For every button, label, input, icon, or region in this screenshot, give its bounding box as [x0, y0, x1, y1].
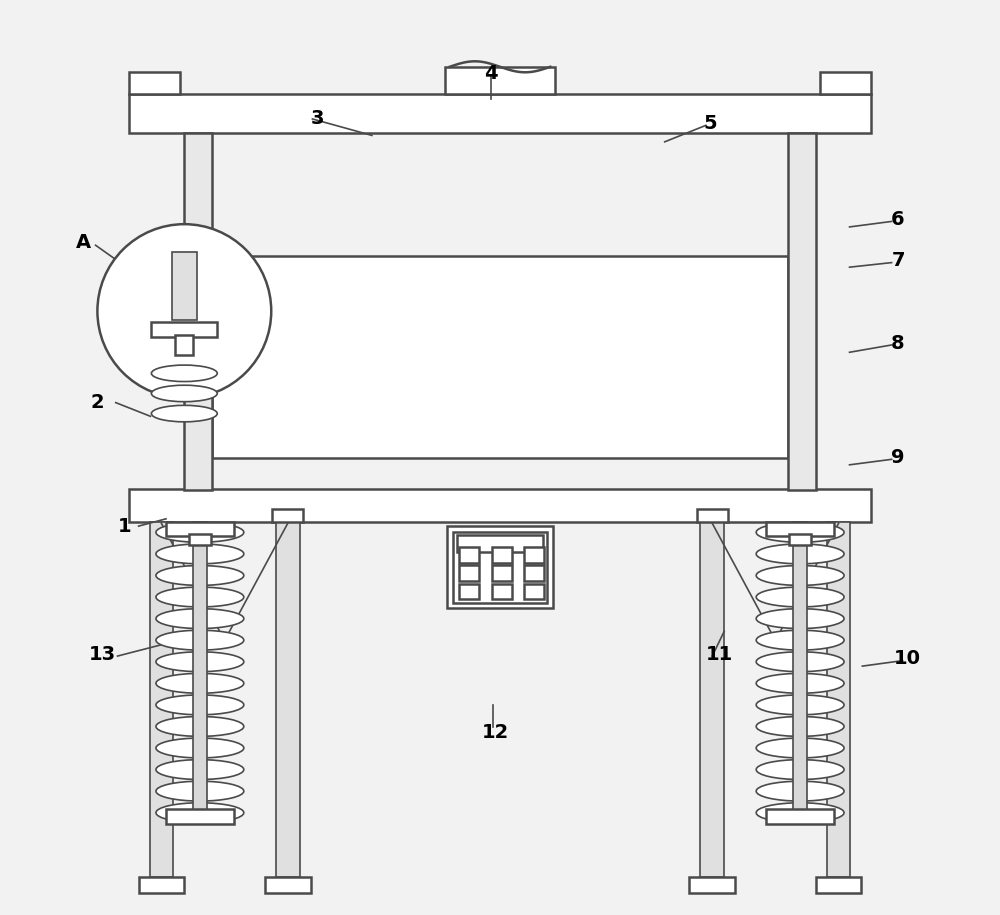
Bar	[447, 526, 553, 608]
Ellipse shape	[156, 759, 244, 780]
Text: 9: 9	[891, 448, 905, 467]
Ellipse shape	[756, 522, 844, 543]
Text: 1: 1	[118, 517, 132, 535]
Ellipse shape	[756, 802, 844, 823]
Bar	[139, 877, 184, 893]
Bar	[129, 94, 871, 133]
Ellipse shape	[756, 759, 844, 780]
Text: 4: 4	[484, 64, 498, 82]
Ellipse shape	[756, 716, 844, 737]
Ellipse shape	[756, 630, 844, 650]
Text: 13: 13	[88, 645, 116, 663]
Ellipse shape	[156, 630, 244, 650]
Bar	[459, 547, 479, 563]
Bar	[184, 133, 212, 490]
Ellipse shape	[156, 565, 244, 586]
Ellipse shape	[156, 587, 244, 607]
Bar	[766, 522, 834, 536]
Ellipse shape	[756, 608, 844, 629]
Bar	[166, 809, 234, 824]
Ellipse shape	[756, 695, 844, 715]
Text: 7: 7	[891, 252, 905, 270]
Ellipse shape	[756, 738, 844, 758]
Bar	[820, 72, 871, 94]
Bar	[151, 322, 217, 337]
Ellipse shape	[151, 385, 217, 402]
Bar	[697, 509, 728, 522]
Bar	[129, 489, 871, 522]
Ellipse shape	[156, 738, 244, 758]
Bar	[789, 534, 811, 545]
Ellipse shape	[156, 781, 244, 801]
Bar	[459, 565, 479, 581]
Bar	[766, 809, 834, 824]
Circle shape	[97, 224, 271, 398]
Ellipse shape	[156, 544, 244, 564]
Ellipse shape	[156, 608, 244, 629]
Bar	[265, 877, 311, 893]
Text: A: A	[76, 233, 91, 252]
Ellipse shape	[151, 405, 217, 422]
Bar	[788, 133, 816, 490]
Ellipse shape	[156, 695, 244, 715]
Text: 8: 8	[891, 334, 905, 352]
Bar	[189, 534, 211, 545]
Ellipse shape	[756, 673, 844, 694]
Ellipse shape	[756, 587, 844, 607]
Bar	[793, 522, 807, 824]
Text: 12: 12	[482, 723, 509, 741]
Bar	[524, 565, 544, 581]
Bar	[492, 584, 512, 599]
Bar	[492, 547, 512, 563]
Bar	[276, 522, 300, 877]
Ellipse shape	[756, 544, 844, 564]
Bar	[700, 522, 724, 877]
Text: 3: 3	[310, 110, 324, 128]
Bar	[175, 335, 193, 355]
Bar	[492, 565, 512, 581]
Bar	[524, 584, 544, 599]
Bar	[150, 522, 173, 877]
Bar	[172, 252, 197, 320]
Ellipse shape	[151, 365, 217, 382]
Bar	[457, 535, 543, 552]
Bar	[459, 584, 479, 599]
Text: 2: 2	[91, 393, 104, 412]
Ellipse shape	[156, 802, 244, 823]
Text: 10: 10	[894, 650, 921, 668]
Ellipse shape	[156, 522, 244, 543]
Bar	[129, 72, 180, 94]
Bar	[816, 877, 861, 893]
Bar	[445, 67, 555, 94]
Ellipse shape	[756, 781, 844, 801]
Bar	[166, 522, 234, 536]
Bar	[193, 522, 207, 824]
Bar	[212, 256, 788, 458]
Bar	[689, 877, 735, 893]
Text: 11: 11	[706, 645, 733, 663]
Bar	[453, 532, 547, 603]
Ellipse shape	[756, 651, 844, 672]
Ellipse shape	[156, 673, 244, 694]
Ellipse shape	[756, 565, 844, 586]
Ellipse shape	[156, 716, 244, 737]
Bar	[827, 522, 850, 877]
Ellipse shape	[156, 651, 244, 672]
Bar	[524, 547, 544, 563]
Bar	[272, 509, 303, 522]
Text: 6: 6	[891, 210, 905, 229]
Text: 5: 5	[704, 114, 717, 133]
